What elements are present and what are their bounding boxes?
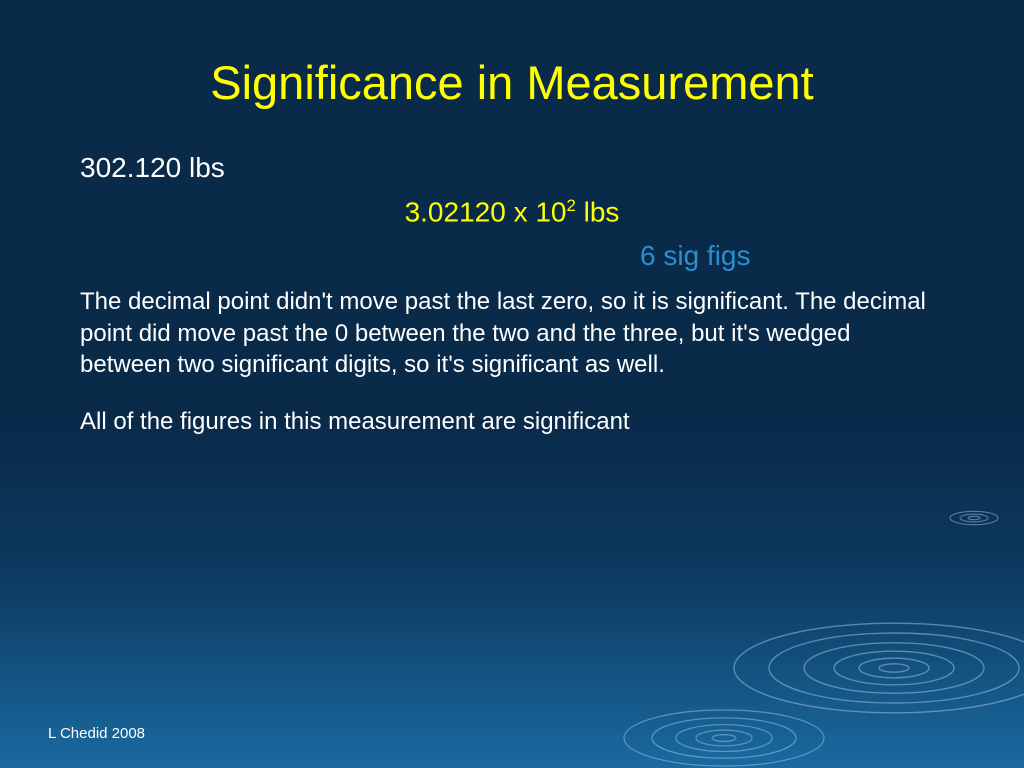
explanation-paragraph-1: The decimal point didn't move past the l… [80, 286, 944, 380]
slide: Significance in Measurement 302.120 lbs … [0, 0, 1024, 768]
scientific-exponent: 2 [567, 196, 576, 215]
sigfigs-label: 6 sig figs [640, 240, 944, 272]
explanation-paragraph-2: All of the figures in this measurement a… [80, 406, 944, 437]
scientific-base: 3.02120 x 10 [405, 196, 567, 227]
scientific-notation: 3.02120 x 102 lbs [80, 196, 944, 228]
scientific-suffix: lbs [576, 196, 620, 227]
slide-title: Significance in Measurement [80, 55, 944, 110]
measurement-value: 302.120 lbs [80, 152, 944, 184]
